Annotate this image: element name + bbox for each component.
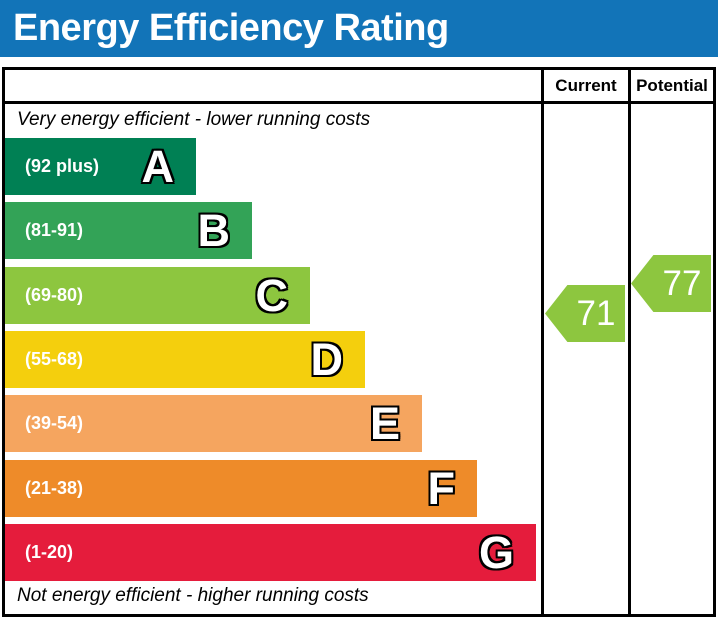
current-rating-arrow-icon: 71 — [545, 285, 625, 342]
note-not-efficient: Not energy efficient - higher running co… — [17, 585, 369, 606]
band-range-label: (69-80) — [25, 285, 84, 305]
band-row-B: (81-91) B — [5, 202, 252, 259]
current-rating-value: 71 — [576, 293, 616, 333]
band-letter: D — [310, 334, 344, 385]
column-header-potential: Potential — [631, 70, 713, 101]
title-bar: Energy Efficiency Rating — [0, 0, 718, 57]
band-range-label: (92 plus) — [25, 156, 100, 176]
band-row-E: (39-54) E — [5, 395, 422, 452]
band-letter: C — [255, 270, 289, 321]
page-title: Energy Efficiency Rating — [13, 7, 449, 49]
column-header-current: Current — [544, 70, 628, 101]
header-spacer-cell — [5, 70, 541, 101]
band-letter: B — [197, 205, 231, 256]
band-range-label: (39-54) — [25, 413, 84, 433]
potential-value-cell: 77 — [631, 104, 713, 614]
potential-rating-arrow-icon: 77 — [631, 255, 711, 312]
rating-table: Current Potential Very energy efficient … — [2, 67, 716, 617]
band-letter: G — [478, 527, 514, 578]
band-row-F: (21-38) F — [5, 460, 477, 517]
current-value-cell: 71 — [544, 104, 628, 614]
band-letter: E — [369, 398, 400, 449]
potential-rating-value: 77 — [662, 263, 702, 303]
band-row-G: (1-20) G — [5, 524, 536, 581]
band-range-label: (81-91) — [25, 220, 84, 240]
band-row-D: (55-68) D — [5, 331, 365, 388]
bands-cell: Very energy efficient - lower running co… — [5, 104, 541, 614]
band-range-label: (1-20) — [25, 542, 74, 562]
note-very-efficient: Very energy efficient - lower running co… — [17, 109, 371, 130]
band-range-label: (55-68) — [25, 349, 84, 369]
band-letter: F — [427, 463, 456, 514]
band-row-C: (69-80) C — [5, 267, 310, 324]
band-letter: A — [141, 141, 175, 192]
band-row-A: (92 plus) A — [5, 138, 196, 195]
band-range-label: (21-38) — [25, 478, 84, 498]
